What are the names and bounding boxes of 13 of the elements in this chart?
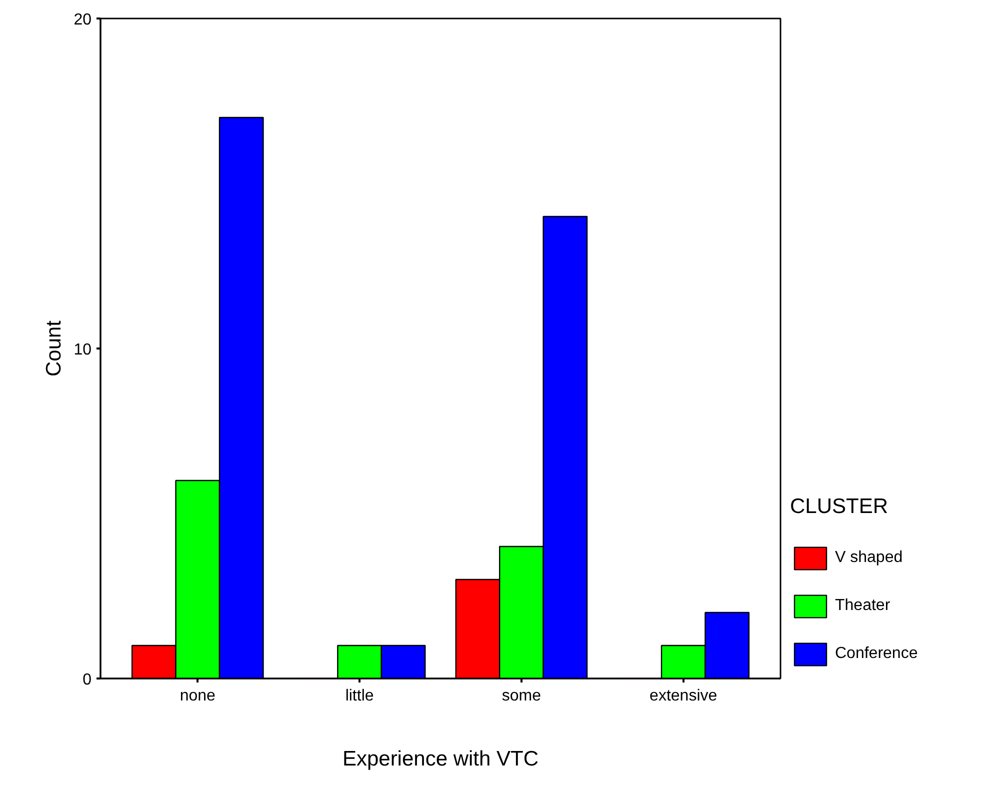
legend-label: Conference: [835, 645, 918, 663]
legend-title: CLUSTER: [790, 495, 890, 519]
legend-label: V shaped: [835, 549, 903, 567]
x-tick-label: some: [502, 688, 542, 704]
x-axis-title: Experience with VTC: [342, 748, 539, 770]
legend-label: Theater: [835, 597, 890, 615]
y-tick-label: 10: [74, 342, 92, 358]
y-axis-title: Count: [42, 320, 66, 377]
x-tick-label: little: [345, 688, 374, 704]
y-tick-label: 20: [74, 12, 92, 28]
y-tick-label: 0: [82, 672, 92, 688]
x-tick-label: none: [180, 688, 216, 704]
x-tick-label: extensive: [650, 688, 718, 704]
